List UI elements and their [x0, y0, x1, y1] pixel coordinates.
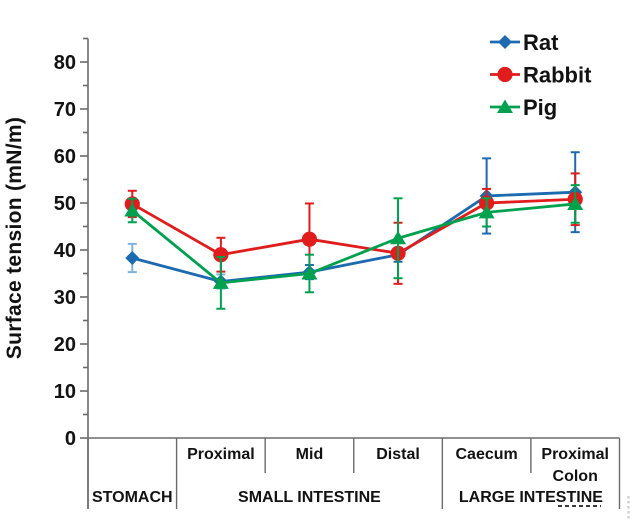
- marker-pig-proximal-colon: [567, 196, 584, 210]
- y-tick-label: 40: [54, 240, 76, 262]
- marker-pig-caecum: [478, 204, 495, 219]
- x-cell-label-caecum: Caecum: [456, 446, 518, 463]
- series-rabbit: [124, 172, 583, 285]
- marker-pig-mid: [301, 266, 318, 280]
- legend-item-pig: Pig: [490, 95, 557, 120]
- series-line-pig: [131, 202, 576, 285]
- y-tick-label: 20: [54, 334, 76, 356]
- legend-item-rabbit: Rabbit: [490, 63, 592, 88]
- x-cell-label-proximal: Proximal Colon: [541, 446, 609, 485]
- legend-label-rabbit: Rabbit: [523, 63, 592, 88]
- y-tick-label: 80: [54, 52, 76, 74]
- x-cell-label-mid: Mid: [296, 446, 324, 463]
- marker-pig-stomach: [124, 203, 141, 217]
- marker-rat-stomach: [125, 250, 140, 265]
- x-cell-label-proximal: Proximal: [187, 446, 255, 463]
- y-tick-label: 10: [54, 381, 76, 403]
- marker-rabbit-mid: [301, 231, 318, 247]
- y-tick-label: 70: [54, 99, 76, 121]
- legend-item-rat: Rat: [490, 30, 559, 55]
- legend-marker-pig: [497, 99, 513, 113]
- y-tick-label: 60: [54, 146, 76, 168]
- y-tick-label: 30: [54, 287, 76, 309]
- legend-marker-rabbit: [497, 66, 513, 83]
- legend-marker-rat: [498, 35, 512, 49]
- x-axis-table: Proximal Mid Distal Caecum Proximal Colon STOM…: [87, 438, 630, 519]
- y-axis-title: Surface tension (mN/m): [3, 117, 26, 359]
- x-group-label-stomach: STOMACH: [92, 489, 173, 506]
- series-pig: [124, 184, 584, 310]
- legend-label-rat: Rat: [523, 30, 559, 55]
- y-tick-label: 0: [65, 428, 76, 450]
- x-cell-label-distal: Distal: [376, 446, 420, 463]
- series-line-rabbit: [131, 197, 576, 257]
- legend: Rat Rabbit Pig: [490, 30, 592, 120]
- series-line-rat: [131, 190, 576, 283]
- series-rat: [125, 151, 583, 290]
- legend-label-pig: Pig: [523, 95, 557, 120]
- chart-root: 0 10 20 30 40 50 60 70 80 Proximal Mid Distal Caecum…: [54, 30, 630, 519]
- marker-pig-distal: [390, 230, 407, 245]
- marker-rabbit-proximal: [213, 247, 229, 263]
- y-tick-label: 50: [54, 193, 76, 215]
- x-group-label-small-intestine: SMALL INTESTINE: [238, 489, 381, 506]
- marker-pig-proximal: [212, 275, 229, 289]
- x-group-label-large-intestine: LARGE INTESTINE: [459, 489, 603, 506]
